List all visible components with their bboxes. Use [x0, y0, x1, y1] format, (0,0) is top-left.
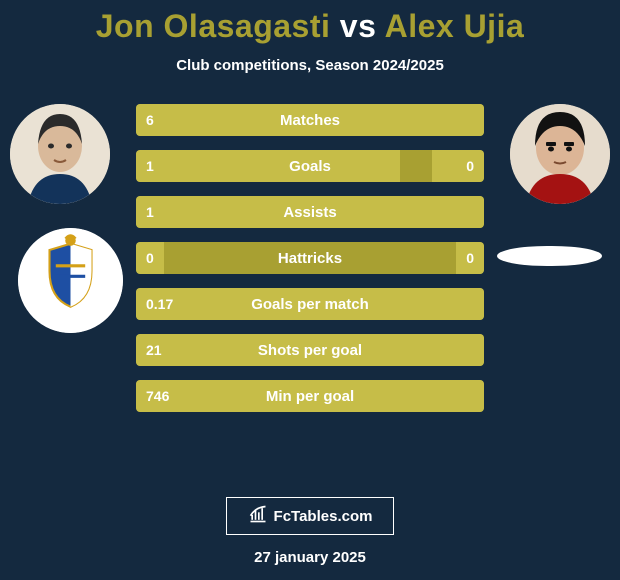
stat-row: Goals10	[136, 150, 484, 182]
stat-row: Min per goal746	[136, 380, 484, 412]
stat-row: Hattricks00	[136, 242, 484, 274]
comparison-card: Jon Olasagasti vs Alex Ujia Club competi…	[0, 0, 620, 580]
stat-row-fill-left	[136, 334, 484, 366]
brand-text: FcTables.com	[274, 508, 373, 525]
stat-row: Goals per match0.17	[136, 288, 484, 320]
player-1-club-crest	[18, 228, 123, 333]
stat-row-fill-left	[136, 242, 164, 274]
title-player-2: Alex Ujia	[385, 8, 525, 44]
player-2-club-crest	[497, 246, 602, 266]
footer: FcTables.com 27 january 2025	[0, 497, 620, 566]
stat-row: Assists1	[136, 196, 484, 228]
stat-row-fill-right	[432, 150, 484, 182]
stat-row-fill-left	[136, 196, 484, 228]
page-title: Jon Olasagasti vs Alex Ujia	[0, 0, 620, 45]
stat-bars: Matches6 Goals10 Assists1 Hattricks00 Goals …	[136, 104, 484, 426]
player-1-avatar	[10, 104, 110, 204]
title-player-1: Jon Olasagasti	[96, 8, 331, 44]
player-2-avatar	[510, 104, 610, 204]
stat-row-fill-left	[136, 150, 400, 182]
stat-row-fill-right	[456, 242, 484, 274]
stat-row-bg	[136, 242, 484, 274]
title-vs: vs	[340, 8, 377, 44]
date-label: 27 january 2025	[254, 549, 366, 566]
stat-row-fill-left	[136, 288, 484, 320]
stat-row-fill-left	[136, 380, 484, 412]
stat-row-fill-left	[136, 104, 484, 136]
brand-badge: FcTables.com	[226, 497, 394, 535]
content-area: Matches6 Goals10 Assists1 Hattricks00 Goals …	[0, 104, 620, 444]
brand-logo-icon	[248, 504, 268, 528]
stat-row: Matches6	[136, 104, 484, 136]
stat-row: Shots per goal21	[136, 334, 484, 366]
subtitle: Club competitions, Season 2024/2025	[0, 45, 620, 74]
